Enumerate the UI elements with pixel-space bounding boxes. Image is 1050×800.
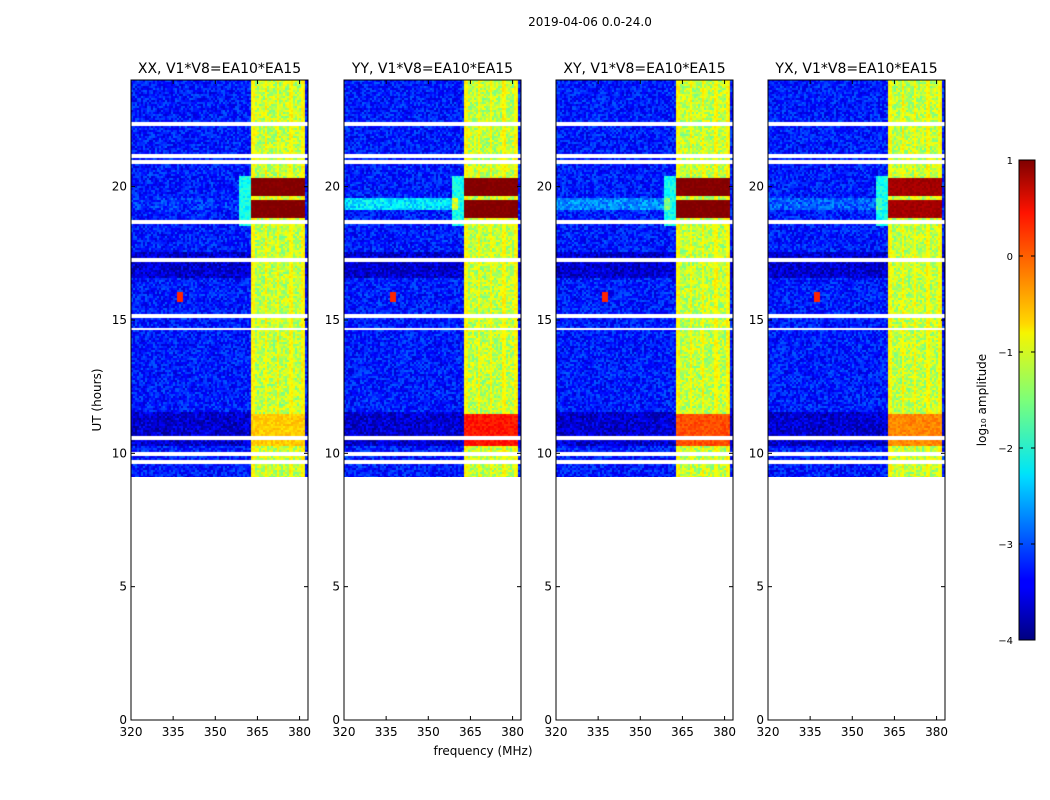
x-tick-label: 350: [629, 725, 652, 739]
axes-frame: [130, 79, 309, 721]
y-tick-label: 10: [537, 446, 552, 460]
x-tick-label: 350: [204, 725, 227, 739]
y-tick-label: 5: [544, 580, 552, 594]
heatmap-yy: [344, 80, 521, 477]
x-tick-label: 365: [459, 725, 482, 739]
x-tick-label: 335: [587, 725, 610, 739]
colorbar-label: log₁₀ amplitude: [975, 354, 989, 446]
x-tick-label: 350: [417, 725, 440, 739]
x-tick-label: 335: [162, 725, 185, 739]
panel-title: YY, V1*V8=EA10*EA15: [351, 61, 513, 77]
colorbar-tick-label: −3: [998, 540, 1013, 551]
x-tick-label: 335: [799, 725, 822, 739]
x-axis-label: frequency (MHz): [433, 744, 532, 758]
heatmap-xy: [556, 80, 733, 477]
y-tick-label: 20: [325, 180, 340, 194]
y-tick-label: 20: [112, 180, 127, 194]
panel-title: XX, V1*V8=EA10*EA15: [138, 61, 301, 77]
y-tick-label: 5: [756, 580, 764, 594]
colorbar-gradient: [1018, 159, 1036, 641]
y-tick-label: 15: [537, 313, 552, 327]
x-tick-label: 380: [925, 725, 948, 739]
y-tick-label: 15: [749, 313, 764, 327]
y-tick-label: 10: [325, 446, 340, 460]
y-tick-label: 20: [749, 180, 764, 194]
axes-frame: [343, 79, 522, 721]
x-tick-label: 365: [671, 725, 694, 739]
y-tick-label: 5: [332, 580, 340, 594]
axes-frame: [555, 79, 734, 721]
y-tick-label: 20: [537, 180, 552, 194]
y-tick-label: 0: [756, 713, 764, 727]
y-tick-label: 15: [325, 313, 340, 327]
y-tick-label: 0: [544, 713, 552, 727]
y-tick-label: 15: [112, 313, 127, 327]
panel-xx: XX, V1*V8=EA10*EA15 320 335 350 365 380 0 5 10 15…: [112, 61, 311, 739]
y-tick-label: 10: [112, 446, 127, 460]
panel-title: XY, V1*V8=EA10*EA15: [563, 61, 725, 77]
y-tick-label: 0: [332, 713, 340, 727]
x-tick-label: 335: [375, 725, 398, 739]
x-tick-label: 380: [501, 725, 524, 739]
x-tick-label: 380: [288, 725, 311, 739]
panel-xy: XY, V1*V8=EA10*EA15 320 335 350 365 380 0 5 10 15…: [537, 61, 736, 739]
panel-title: YX, V1*V8=EA10*EA15: [774, 61, 937, 77]
axes-frame: [767, 79, 946, 721]
colorbar-tick-label: −1: [998, 348, 1013, 359]
colorbar-tick-label: 1: [1007, 156, 1013, 167]
heatmap-yx: [768, 80, 945, 477]
x-tick-label: 320: [120, 725, 143, 739]
x-tick-label: 365: [883, 725, 906, 739]
colorbar: −4 −3 −2 −1 0 1 log₁₀ amplitude: [975, 156, 1036, 647]
x-tick-label: 320: [545, 725, 568, 739]
x-tick-label: 320: [333, 725, 356, 739]
x-tick-label: 320: [757, 725, 780, 739]
x-tick-label: 350: [841, 725, 864, 739]
colorbar-tick-label: −4: [998, 636, 1013, 647]
y-axis-label: UT (hours): [90, 368, 104, 431]
colorbar-tick-label: −2: [998, 444, 1013, 455]
y-tick-label: 10: [749, 446, 764, 460]
heatmap-xx: [131, 80, 308, 477]
x-tick-label: 365: [246, 725, 269, 739]
x-tick-label: 380: [713, 725, 736, 739]
y-tick-label: 5: [119, 580, 127, 594]
figure-title: 2019-04-06 0.0-24.0: [528, 15, 652, 29]
colorbar-tick-label: 0: [1007, 252, 1013, 263]
panel-yx: YX, V1*V8=EA10*EA15 320 335 350 365 380 0 5 10 15…: [749, 61, 948, 739]
y-tick-label: 0: [119, 713, 127, 727]
panel-yy: YY, V1*V8=EA10*EA15 320 335 350 365 380 0 5 10 15…: [325, 61, 524, 739]
